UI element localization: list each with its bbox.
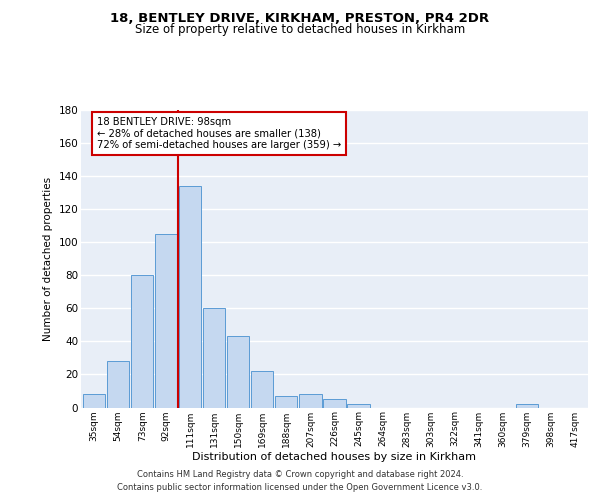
- Text: Contains HM Land Registry data © Crown copyright and database right 2024.: Contains HM Land Registry data © Crown c…: [137, 470, 463, 479]
- Bar: [227, 336, 250, 407]
- Text: Contains public sector information licensed under the Open Government Licence v3: Contains public sector information licen…: [118, 483, 482, 492]
- Y-axis label: Number of detached properties: Number of detached properties: [43, 176, 53, 341]
- Text: Size of property relative to detached houses in Kirkham: Size of property relative to detached ho…: [135, 24, 465, 36]
- Bar: [155, 234, 178, 408]
- Bar: [203, 308, 226, 408]
- Bar: [179, 186, 202, 408]
- Bar: [251, 371, 274, 408]
- Bar: [299, 394, 322, 407]
- Bar: [131, 276, 154, 407]
- Text: 18, BENTLEY DRIVE, KIRKHAM, PRESTON, PR4 2DR: 18, BENTLEY DRIVE, KIRKHAM, PRESTON, PR4…: [110, 12, 490, 26]
- Bar: [515, 404, 538, 407]
- Bar: [107, 361, 129, 408]
- Bar: [275, 396, 298, 407]
- Bar: [347, 404, 370, 407]
- Bar: [83, 394, 105, 407]
- X-axis label: Distribution of detached houses by size in Kirkham: Distribution of detached houses by size …: [193, 452, 476, 462]
- Text: 18 BENTLEY DRIVE: 98sqm
← 28% of detached houses are smaller (138)
72% of semi-d: 18 BENTLEY DRIVE: 98sqm ← 28% of detache…: [97, 116, 341, 150]
- Bar: [323, 399, 346, 407]
